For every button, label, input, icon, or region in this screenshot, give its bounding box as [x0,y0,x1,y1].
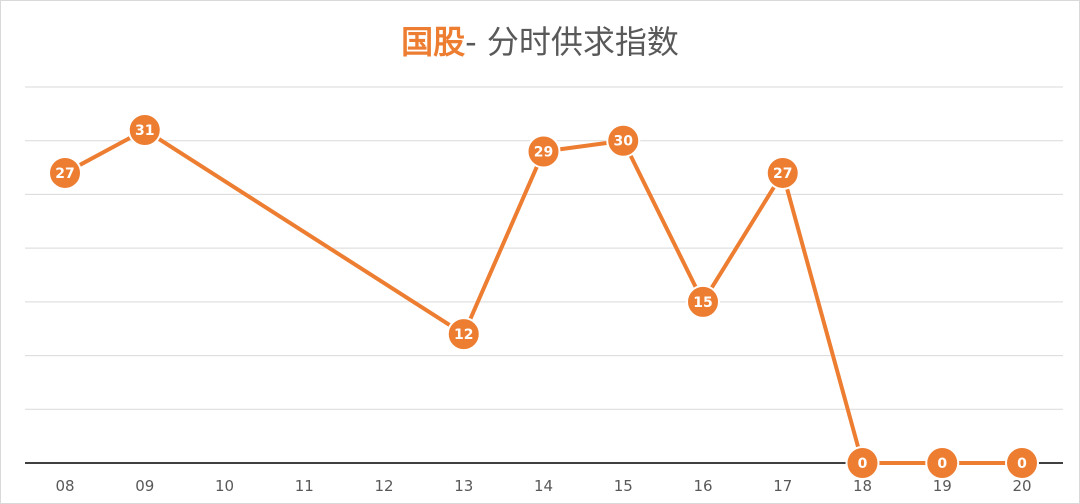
data-point-marker [446,317,481,352]
x-axis: 08 09 10 11 12 13 14 15 16 17 18 19 20 [25,462,1063,495]
data-label: 30 [614,134,634,150]
data-point-marker [606,123,641,158]
data-point: 29 [526,134,561,169]
data-label: 12 [454,327,473,343]
x-tick-label: 17 [773,477,792,495]
x-tick-label: 15 [614,477,633,495]
data-point: 0 [845,446,880,480]
data-label: 29 [534,144,553,160]
data-point: 12 [446,317,481,352]
data-label: 27 [773,166,792,182]
chart-title-rest: - 分时供求指数 [465,23,679,61]
chart-title-highlight: 国股 [401,23,466,61]
x-tick-label: 18 [853,477,872,495]
series-line [63,127,1024,465]
data-point-marker [925,446,960,480]
data-label: 0 [1017,456,1027,472]
data-point: 31 [127,112,162,147]
x-tick-label: 19 [933,477,952,495]
data-point-marker [845,446,880,480]
data-point-marker [127,112,162,147]
data-point: 0 [925,446,960,480]
data-label: 15 [693,295,712,311]
x-tick-label: 14 [534,477,553,495]
data-point-marker [686,284,720,319]
x-tick-label: 11 [295,477,314,495]
data-label: 0 [937,456,947,472]
x-tick-label: 10 [215,477,234,495]
x-tick-label: 12 [374,477,393,495]
data-point-marker [765,155,800,190]
data-point: 27 [765,155,800,190]
data-point: 0 [1005,446,1039,480]
data-label: 0 [858,456,868,472]
series-polyline [63,127,1024,465]
x-tick-label: 13 [454,477,473,495]
x-tick-label: 09 [135,477,154,495]
x-tick-label: 20 [1012,477,1031,495]
data-point-marker [48,155,82,190]
data-point-marker [1005,446,1039,480]
data-label: 27 [55,166,74,182]
data-point: 30 [606,123,641,158]
chart-title: 国股- 分时供求指数 [0,20,1080,64]
gridlines [25,86,1063,410]
data-markers: 27 31 12 29 30 15 27 0 0 0 [48,112,1039,480]
data-label: 31 [135,123,154,139]
x-tick-label: 08 [55,477,74,495]
data-point: 15 [686,284,720,319]
data-point: 27 [48,155,82,190]
data-point-marker [526,134,561,169]
x-tick-label: 16 [693,477,712,495]
